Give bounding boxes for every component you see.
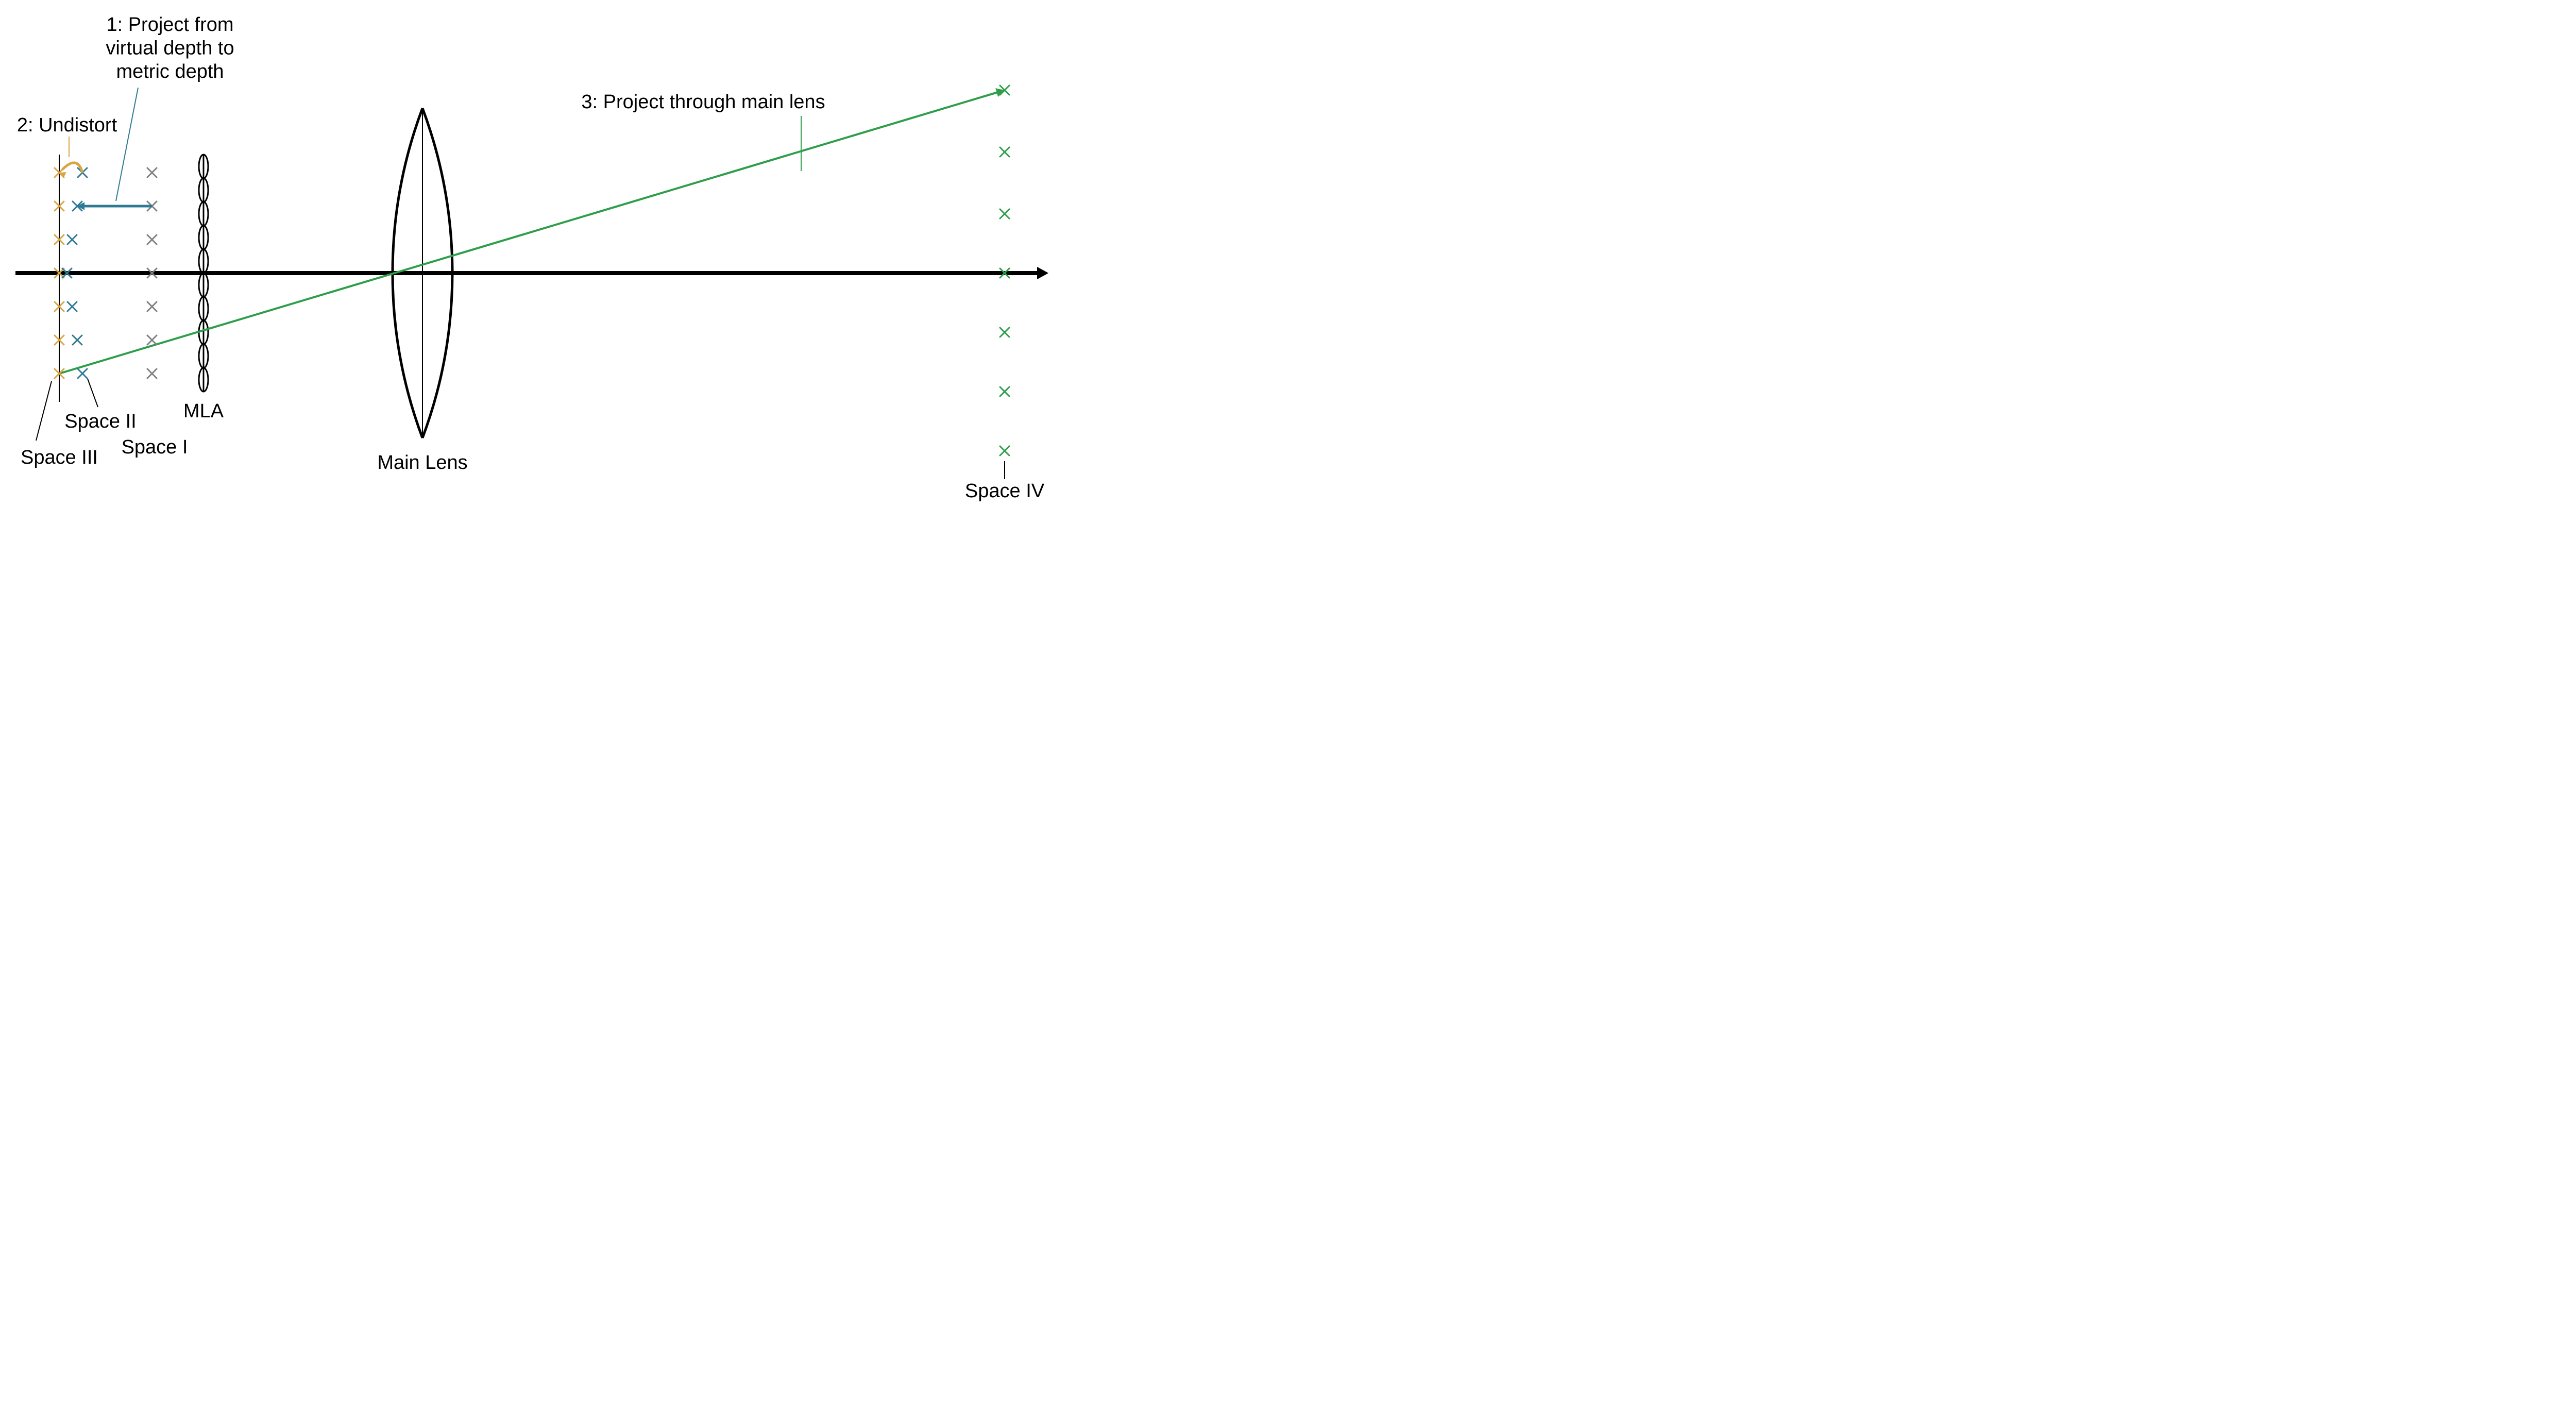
step3-ray [59, 92, 998, 374]
space1-point [147, 168, 157, 177]
label-step1-line2: virtual depth to [106, 38, 234, 59]
label-step2: 2: Undistort [17, 114, 117, 136]
leader-step1 [116, 88, 138, 201]
space1-point [147, 369, 157, 378]
space1-point [147, 335, 157, 345]
step2-arrow [62, 163, 82, 173]
leader-space2 [88, 379, 98, 407]
space2-point [67, 235, 77, 244]
space4-point [1000, 387, 1009, 396]
label-mla: MLA [183, 400, 224, 422]
leader-space3 [36, 381, 52, 441]
space2-point [73, 335, 82, 345]
space4-point [1000, 328, 1009, 337]
label-step1-line3: metric depth [116, 61, 224, 82]
label-space4: Space IV [965, 480, 1045, 502]
label-space1: Space I [122, 436, 188, 458]
label-space2: Space II [64, 411, 136, 432]
label-step1-line1: 1: Project from [106, 14, 233, 36]
space2-point [78, 369, 87, 378]
space1-point [147, 235, 157, 244]
space4-point [1000, 209, 1009, 218]
optical-axis-arrowhead [1037, 267, 1048, 279]
space1-point [147, 302, 157, 311]
label-step3: 3: Project through main lens [581, 91, 825, 113]
space2-point [67, 302, 77, 311]
space4-point [1000, 147, 1009, 157]
step2-arrowhead [59, 172, 66, 178]
label-main-lens: Main Lens [377, 452, 467, 474]
label-space3: Space III [21, 447, 98, 468]
space4-point [1000, 446, 1009, 455]
